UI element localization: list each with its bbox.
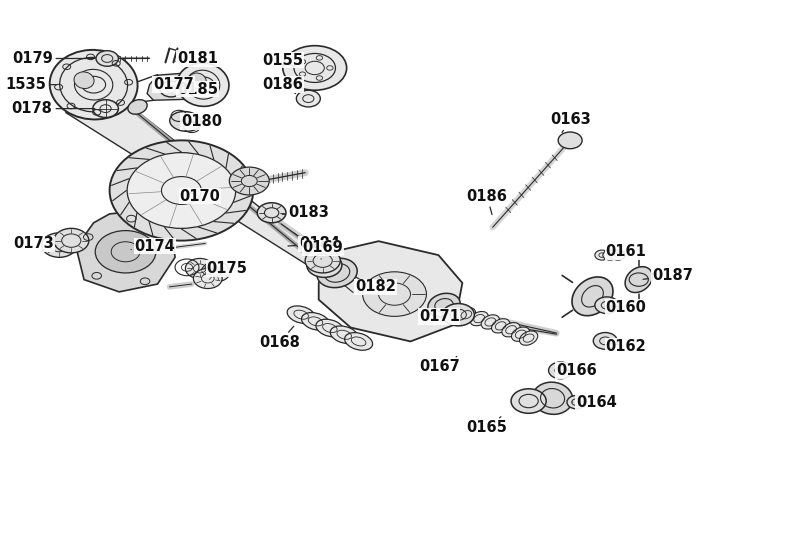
Ellipse shape [428,294,460,317]
Circle shape [305,248,340,273]
Circle shape [603,250,618,260]
Circle shape [42,233,77,257]
Text: 0155: 0155 [262,53,303,67]
Circle shape [186,258,214,278]
Ellipse shape [458,307,475,322]
Circle shape [282,46,346,90]
Text: 0186: 0186 [262,77,303,94]
Polygon shape [76,210,175,292]
Ellipse shape [345,333,373,350]
Circle shape [567,395,586,409]
Ellipse shape [170,111,201,131]
Text: 0171: 0171 [418,309,460,324]
Text: 0181: 0181 [176,51,218,66]
Ellipse shape [481,315,499,329]
Text: 0166: 0166 [556,363,597,378]
Text: 0174: 0174 [131,239,175,253]
Ellipse shape [625,267,653,292]
Ellipse shape [519,331,538,345]
Text: 0173: 0173 [14,237,56,251]
Ellipse shape [491,319,510,333]
Text: 1535: 1535 [6,77,57,92]
Text: 0180: 0180 [181,114,222,129]
Text: 0170: 0170 [179,189,220,203]
Circle shape [296,90,320,107]
Text: 0161: 0161 [606,245,646,259]
Ellipse shape [572,277,613,316]
Ellipse shape [50,50,138,119]
Circle shape [202,262,230,282]
Text: 0182: 0182 [355,280,396,294]
Polygon shape [66,100,365,296]
Ellipse shape [177,63,229,106]
Circle shape [95,231,156,273]
Polygon shape [318,241,462,341]
Text: 0167: 0167 [419,356,460,374]
Ellipse shape [470,311,488,326]
Text: 0178: 0178 [12,101,95,116]
Circle shape [110,140,254,241]
Circle shape [511,389,546,413]
Text: 0160: 0160 [606,300,646,315]
Text: 0164: 0164 [573,395,617,409]
Circle shape [160,81,182,97]
Ellipse shape [533,382,573,414]
Text: 0168: 0168 [259,326,300,350]
Text: 0179: 0179 [12,51,95,66]
Text: 0186: 0186 [466,189,507,214]
Ellipse shape [317,258,357,287]
Circle shape [442,304,474,326]
Text: 0165: 0165 [466,417,507,435]
Circle shape [611,250,626,260]
Text: 0163: 0163 [550,113,590,133]
Circle shape [595,297,619,314]
Circle shape [194,268,222,289]
Text: 0169: 0169 [302,241,343,259]
Text: 0187: 0187 [643,268,693,283]
Circle shape [362,272,426,316]
Ellipse shape [302,312,330,330]
Ellipse shape [511,327,530,341]
Polygon shape [147,72,208,100]
Circle shape [230,167,270,195]
Ellipse shape [502,323,520,337]
Circle shape [54,228,89,253]
Circle shape [594,333,618,349]
Circle shape [93,100,118,118]
Circle shape [595,250,610,260]
Ellipse shape [316,319,344,337]
Circle shape [96,51,118,66]
Ellipse shape [330,326,358,344]
Text: 0185: 0185 [176,82,218,96]
Ellipse shape [74,72,94,89]
Ellipse shape [189,73,206,89]
Circle shape [306,253,342,277]
Circle shape [558,132,582,149]
Text: 0177: 0177 [153,77,194,92]
Text: 0162: 0162 [606,339,646,354]
Circle shape [127,153,236,228]
Ellipse shape [128,100,147,114]
Circle shape [258,203,286,223]
Ellipse shape [174,77,194,92]
Ellipse shape [287,306,315,324]
Text: 0184: 0184 [288,237,340,251]
Text: 0175: 0175 [206,261,247,276]
Circle shape [549,362,573,379]
Text: 0183: 0183 [282,206,330,220]
